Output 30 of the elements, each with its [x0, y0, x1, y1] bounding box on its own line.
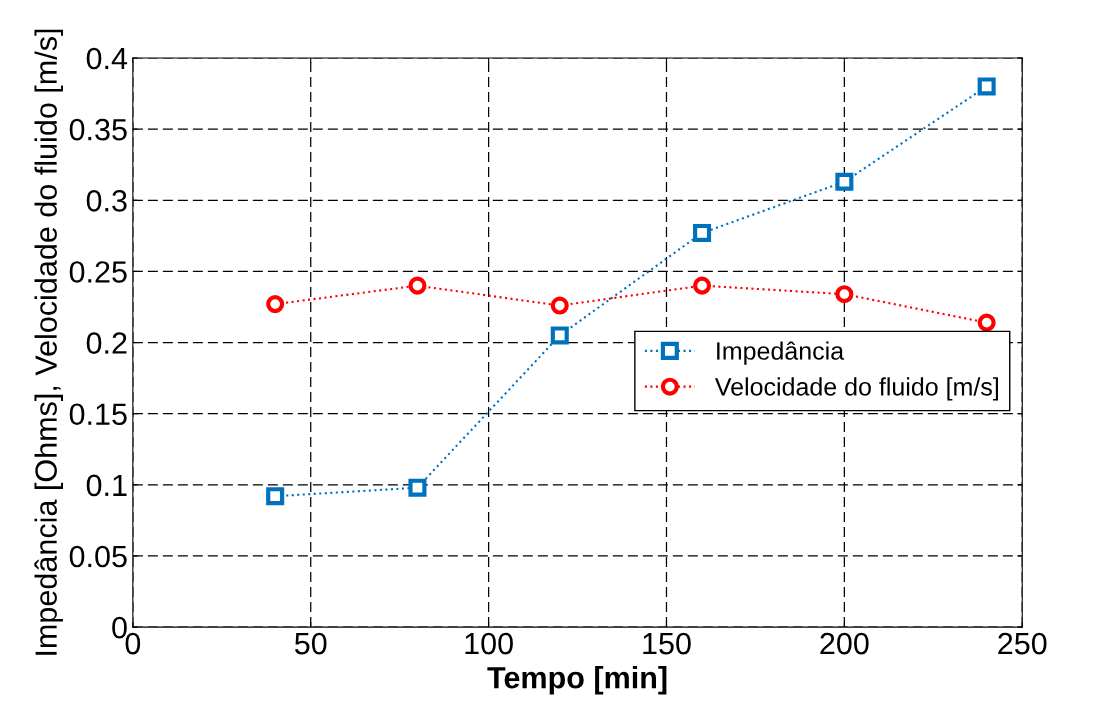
x-tick-label: 50 [294, 632, 327, 655]
y-tick-label: 0.2 [86, 332, 127, 354]
y-tick-label: 0.05 [69, 545, 127, 568]
point [835, 285, 854, 304]
point [693, 276, 712, 295]
point [550, 326, 569, 345]
legend-label: Impedância [717, 341, 845, 365]
y-tick-label: 0.35 [69, 118, 127, 141]
point [693, 223, 712, 243]
y-tick-label: 0 [112, 616, 127, 639]
point [835, 172, 854, 191]
y-tick-label: 0.4 [86, 47, 128, 70]
y-tick-label: 0.1 [86, 474, 127, 497]
y-tick-label: 0.15 [69, 403, 127, 426]
point [977, 77, 996, 96]
point [408, 276, 427, 295]
x-tick-label: 150 [643, 632, 691, 655]
x-tick-label: 100 [465, 632, 513, 655]
point [266, 295, 285, 314]
point [550, 296, 569, 315]
point [266, 487, 285, 506]
y-tick-label: 0.25 [69, 261, 127, 283]
x-axis-title: Tempo [min] [487, 666, 667, 695]
point [408, 478, 427, 497]
point [977, 313, 996, 332]
x-tick-label: 250 [998, 632, 1047, 655]
y-tick-label: 0.3 [86, 189, 127, 212]
x-tick-label: 200 [820, 632, 869, 655]
y-axis-title: Impedância [Ohms], Velocidade do fluido [m/s] [34, 29, 63, 655]
legend-label: Velocidade do fluido [m/s] [714, 377, 998, 401]
